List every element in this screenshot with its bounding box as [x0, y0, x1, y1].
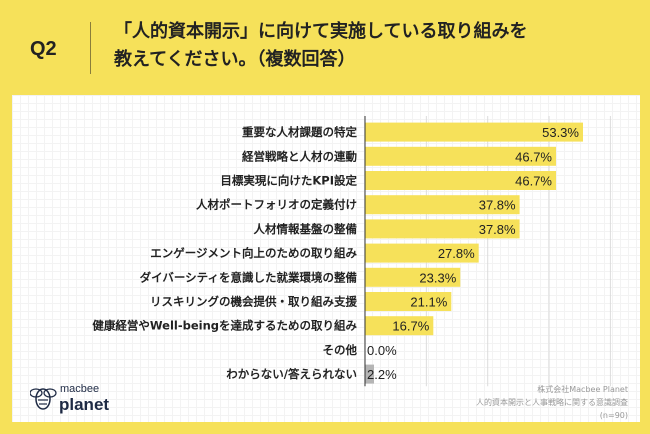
- bar: [365, 316, 434, 336]
- source-survey: 人的資本開示と人事戦略に関する意識調査: [476, 398, 628, 407]
- title-line-2: 教えてください。（複数回答）: [114, 49, 356, 70]
- bar: [365, 171, 557, 190]
- value-label: 37.8%: [479, 222, 516, 237]
- bar: [365, 243, 479, 263]
- value-label: 0.0%: [367, 343, 397, 358]
- bee-icon: macbee planet: [29, 383, 109, 414]
- value-label: 21.1%: [410, 295, 447, 310]
- logo-text-bottom: planet: [59, 395, 109, 414]
- value-label: 27.8%: [438, 246, 475, 261]
- macbee-planet-logo: macbee planet: [29, 379, 130, 419]
- bar: [365, 146, 557, 166]
- value-label: 16.7%: [392, 319, 429, 334]
- category-label: エンゲージメント向上のための取り組み: [150, 246, 357, 260]
- source-company: 株式会社Macbee Planet: [537, 385, 628, 394]
- bar: [365, 292, 452, 311]
- category-label: その他: [323, 343, 358, 357]
- value-label: 53.3%: [542, 125, 579, 140]
- category-label: リスキリングの機会提供・取り組み支援: [150, 295, 357, 309]
- value-label: 46.7%: [515, 149, 552, 164]
- question-title: 「人的資本開示」に向けて実施している取り組みを 教えてください。（複数回答）: [114, 18, 527, 74]
- header-divider: [90, 22, 91, 74]
- category-label: 人材ポートフォリオの定義付け: [196, 198, 357, 212]
- bar: [365, 219, 520, 239]
- chart-panel: [12, 95, 640, 422]
- value-label: 23.3%: [419, 270, 456, 285]
- title-line-1: 「人的資本開示」に向けて実施している取り組みを: [114, 21, 528, 42]
- category-label: 人材情報基盤の整備: [254, 222, 358, 236]
- category-label: 経営戦略と人材の連動: [242, 149, 357, 163]
- category-label: 健康経営やWell-beingを達成するための取り組み: [92, 319, 357, 333]
- bar: [365, 267, 461, 287]
- logo-text-top: macbee: [60, 383, 99, 395]
- category-label: ダイバーシティを意識した就業環境の整備: [140, 270, 358, 284]
- value-label: 37.8%: [479, 198, 516, 213]
- bar: [365, 195, 520, 215]
- category-label: 重要な人材課題の特定: [242, 125, 357, 139]
- bar: [365, 122, 583, 142]
- source-sample-size: (n=90): [599, 411, 628, 420]
- question-number: Q2: [30, 38, 57, 60]
- value-label: 2.2%: [367, 367, 397, 382]
- bar: [365, 364, 374, 384]
- value-label: 46.7%: [515, 174, 552, 189]
- category-label: わからない/答えられない: [226, 367, 357, 381]
- category-label: 目標実現に向けたKPI設定: [220, 174, 357, 188]
